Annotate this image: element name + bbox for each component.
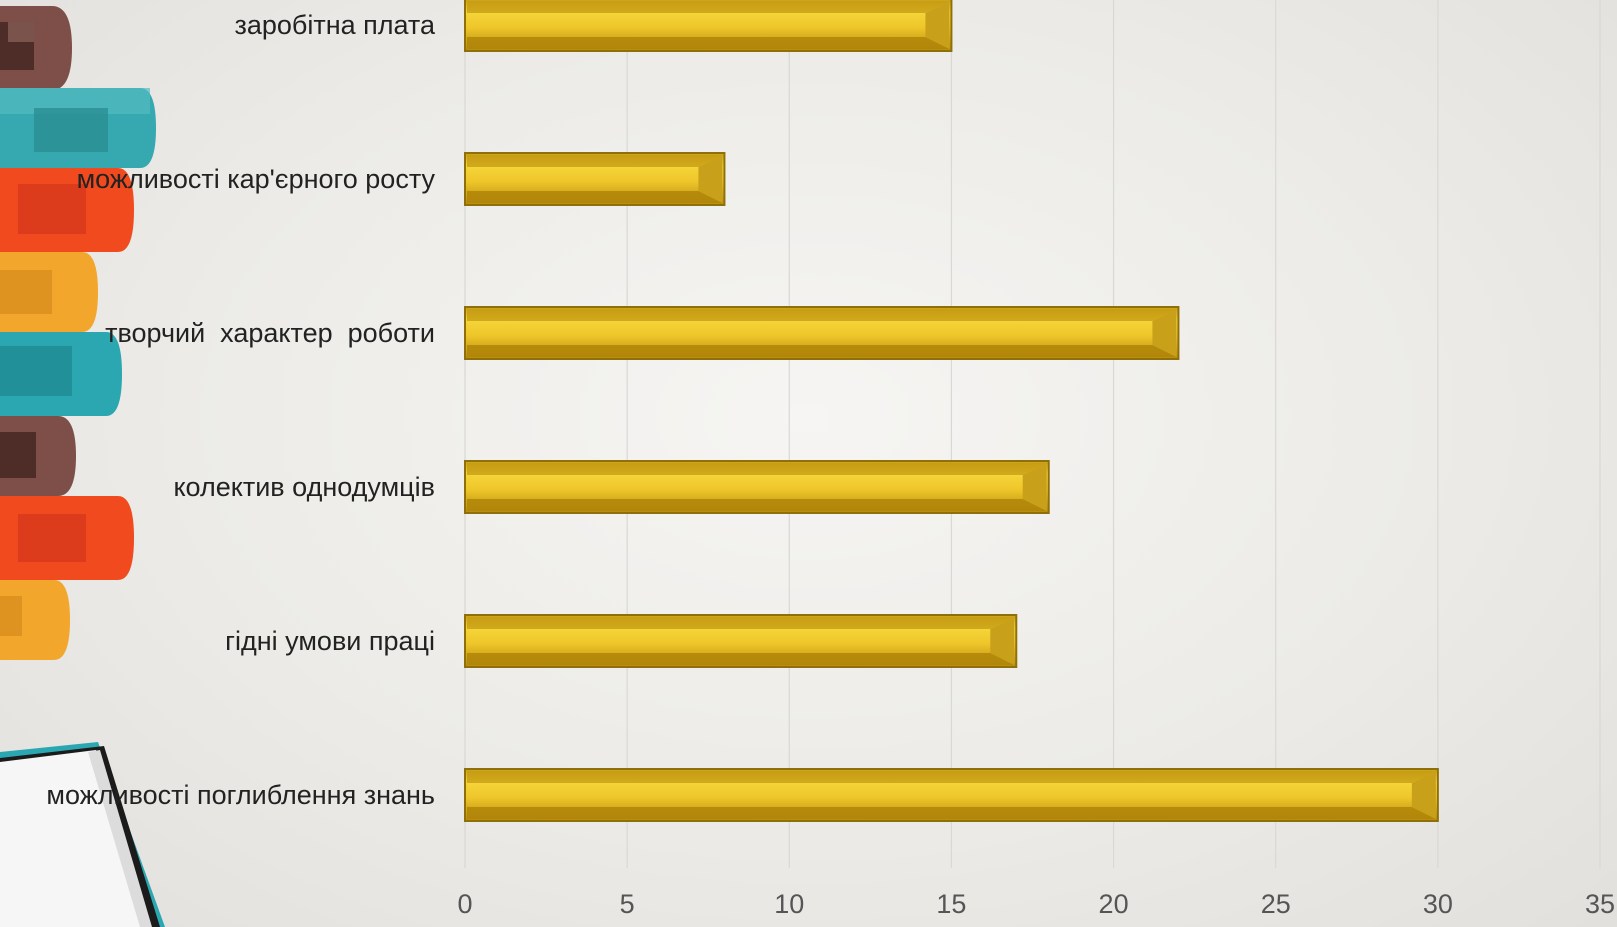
- bar-bevel-end: [1152, 309, 1177, 357]
- bar: [464, 306, 1180, 360]
- gridlines: [464, 0, 1601, 868]
- category-label: колектив однодумців: [173, 472, 435, 502]
- x-tick-label: 10: [774, 889, 804, 919]
- bar-bevel-top: [467, 155, 723, 167]
- bar-bevel-bottom: [467, 37, 950, 49]
- bar-bevel-end: [1022, 463, 1047, 511]
- category-labels: заробітна плата можливості кар'єрного рос…: [46, 10, 436, 810]
- category-label: можливості поглиблення знань: [46, 780, 435, 810]
- bar-bevel-top: [467, 1, 950, 13]
- category-label: творчий характер роботи: [105, 318, 435, 348]
- bar-bevel-top: [467, 617, 1015, 629]
- notebook: [0, 742, 165, 927]
- bar: [464, 460, 1050, 514]
- bar-bevel-end: [990, 617, 1015, 665]
- bar-bevel-top: [467, 463, 1047, 475]
- bar: [464, 768, 1439, 822]
- bar-bevel-end: [698, 155, 723, 203]
- x-axis-ticks: 0 5 10 15 20 25 30 35: [457, 889, 1615, 919]
- category-label: заробітна плата: [234, 10, 436, 40]
- bar-bevel-end: [925, 1, 950, 49]
- category-label: гідні умови праці: [225, 626, 435, 656]
- x-tick-label: 5: [620, 889, 635, 919]
- bar-bevel-bottom: [467, 653, 1015, 665]
- x-tick-label: 25: [1261, 889, 1291, 919]
- x-tick-label: 0: [457, 889, 472, 919]
- x-tick-label: 30: [1423, 889, 1453, 919]
- bar: [464, 614, 1018, 668]
- bar-bevel-bottom: [467, 499, 1047, 511]
- bar-bevel-top: [467, 771, 1436, 783]
- category-label: можливості кар'єрного росту: [77, 164, 436, 194]
- bar-bevel-top: [467, 309, 1177, 321]
- bars: [464, 0, 1439, 822]
- x-tick-label: 20: [1099, 889, 1129, 919]
- bar-bevel-bottom: [467, 345, 1177, 357]
- bar-bevel-end: [1411, 771, 1436, 819]
- bar: [464, 152, 726, 206]
- x-tick-label: 35: [1585, 889, 1615, 919]
- x-tick-label: 15: [936, 889, 966, 919]
- book-stack: [0, 6, 156, 660]
- bar-bevel-bottom: [467, 807, 1436, 819]
- bar: [464, 0, 953, 52]
- bar-bevel-bottom: [467, 191, 723, 203]
